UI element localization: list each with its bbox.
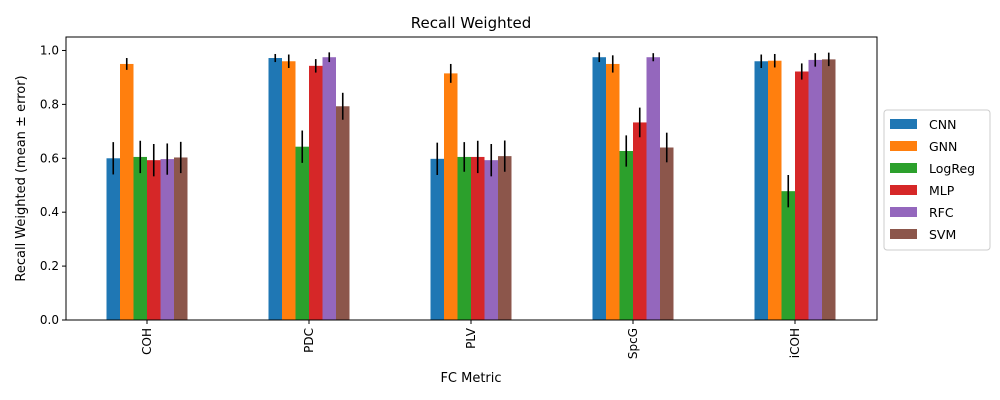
- bar-mlp-coh: [147, 160, 161, 320]
- bar-cnn-pdc: [268, 58, 282, 320]
- bar-cnn-icoh: [754, 61, 768, 320]
- bar-gnn-plv: [444, 73, 458, 320]
- y-tick-label: 0.6: [40, 151, 59, 165]
- x-tick-label: SpcG: [626, 328, 640, 359]
- legend-label-rfc: RFC: [929, 205, 954, 220]
- legend-swatch-mlp: [890, 185, 917, 195]
- x-tick-label: PDC: [302, 328, 316, 353]
- bar-logreg-plv: [457, 156, 471, 320]
- bar-cnn-plv: [430, 158, 444, 320]
- legend-label-gnn: GNN: [929, 139, 957, 154]
- x-tick-label: COH: [140, 328, 154, 355]
- legend-label-cnn: CNN: [929, 117, 956, 132]
- y-tick-label: 0.8: [40, 97, 59, 111]
- bar-logreg-icoh: [781, 191, 795, 320]
- bar-gnn-pdc: [282, 61, 296, 320]
- y-tick-label: 0.2: [40, 259, 59, 273]
- bar-svm-spcg: [660, 147, 674, 320]
- legend-swatch-svm: [890, 229, 917, 239]
- y-tick-label: 0.0: [40, 313, 59, 327]
- bar-svm-icoh: [822, 59, 836, 320]
- bar-gnn-coh: [120, 63, 134, 320]
- bar-logreg-coh: [133, 156, 147, 320]
- y-tick-label: 0.4: [40, 205, 59, 219]
- bar-mlp-spcg: [633, 122, 647, 320]
- y-tick-label: 1.0: [40, 43, 59, 57]
- bar-svm-plv: [498, 156, 512, 320]
- bar-rfc-icoh: [808, 59, 822, 321]
- chart-title: Recall Weighted: [411, 14, 532, 32]
- bar-gnn-icoh: [768, 60, 782, 321]
- legend-swatch-rfc: [890, 207, 917, 217]
- x-tick-label: PLV: [464, 327, 478, 349]
- legend-swatch-gnn: [890, 141, 917, 151]
- bar-rfc-plv: [484, 160, 498, 320]
- legend-label-mlp: MLP: [929, 183, 955, 198]
- bar-gnn-spcg: [606, 63, 620, 320]
- bar-rfc-spcg: [646, 57, 660, 320]
- bar-rfc-pdc: [322, 57, 336, 320]
- bar-cnn-coh: [106, 158, 120, 320]
- x-tick-label: iCOH: [788, 328, 802, 358]
- y-axis-label: Recall Weighted (mean ± error): [14, 75, 29, 281]
- bar-logreg-pdc: [295, 146, 309, 320]
- bar-cnn-spcg: [592, 57, 606, 320]
- bar-svm-pdc: [336, 106, 350, 321]
- legend-label-svm: SVM: [929, 227, 956, 242]
- legend-swatch-cnn: [890, 119, 917, 129]
- bar-svm-coh: [174, 157, 188, 320]
- legend: CNN GNN LogReg MLP RFC SVM: [883, 109, 991, 251]
- legend-label-logreg: LogReg: [929, 161, 975, 176]
- bar-rfc-coh: [160, 159, 174, 320]
- bar-logreg-spcg: [619, 151, 633, 320]
- plot-area: [106, 52, 836, 321]
- bar-mlp-plv: [471, 156, 485, 320]
- bar-mlp-icoh: [795, 71, 809, 320]
- x-axis-label: FC Metric: [440, 371, 501, 386]
- legend-swatch-logreg: [890, 163, 917, 173]
- bar-mlp-pdc: [309, 65, 323, 320]
